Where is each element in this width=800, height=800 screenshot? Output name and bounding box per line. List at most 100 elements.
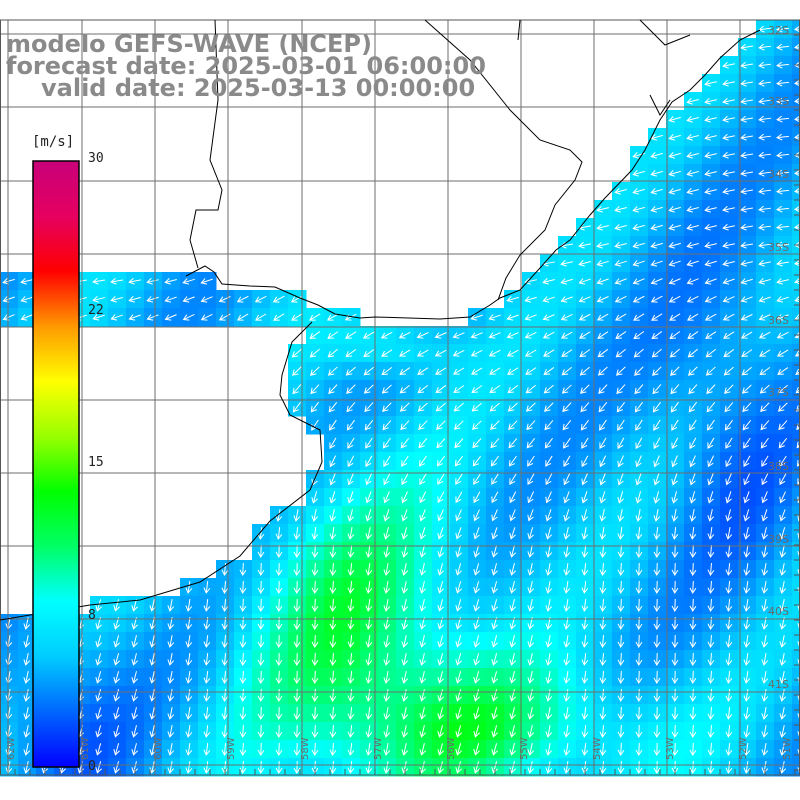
wind-arrow bbox=[652, 401, 661, 413]
wind-arrow bbox=[507, 367, 519, 375]
wind-arrow bbox=[113, 743, 120, 756]
wind-arrow bbox=[599, 706, 607, 720]
wind-arrow bbox=[725, 455, 733, 468]
wind-arrow bbox=[563, 598, 571, 612]
wind-arrow bbox=[634, 366, 644, 376]
wind-arrow bbox=[113, 761, 120, 774]
wind-arrow bbox=[508, 420, 518, 430]
wind-arrow bbox=[688, 384, 698, 395]
wind-arrow bbox=[275, 562, 283, 576]
wind-cell bbox=[792, 380, 800, 399]
lat-label: 40S bbox=[768, 605, 789, 618]
wind-arrow bbox=[581, 580, 589, 594]
wind-arrow bbox=[614, 187, 627, 195]
wind-arrow bbox=[435, 385, 447, 394]
lon-label: 57W bbox=[373, 737, 384, 760]
wind-arrow bbox=[707, 491, 714, 504]
wind-cell bbox=[792, 632, 800, 651]
wind-arrow bbox=[779, 581, 787, 594]
wind-arrow bbox=[689, 760, 697, 774]
wind-arrow bbox=[671, 419, 679, 431]
wind-arrow bbox=[776, 43, 790, 51]
wind-arrow bbox=[687, 331, 699, 340]
wind-arrow bbox=[455, 527, 462, 540]
wind-arrow bbox=[598, 402, 608, 413]
wind-arrow bbox=[131, 761, 139, 774]
wind-arrow bbox=[365, 670, 373, 684]
wind-arrow bbox=[635, 634, 643, 648]
wind-arrow bbox=[687, 348, 698, 358]
wind-arrow bbox=[776, 133, 790, 141]
wind-arrow bbox=[455, 707, 462, 720]
wind-arrow bbox=[671, 491, 678, 504]
wind-arrow bbox=[722, 115, 735, 123]
wind-arrow bbox=[651, 348, 662, 358]
wind-arrow bbox=[650, 224, 663, 231]
wind-arrow bbox=[113, 689, 120, 702]
wind-arrow bbox=[579, 331, 591, 339]
wind-arrow bbox=[383, 653, 391, 666]
wind-arrow bbox=[491, 581, 498, 594]
wind-arrow bbox=[722, 205, 735, 213]
wind-arrow bbox=[545, 509, 552, 522]
wind-arrow bbox=[723, 349, 735, 358]
wind-arrow bbox=[383, 599, 391, 612]
wind-arrow bbox=[452, 349, 465, 357]
wind-arrow bbox=[597, 348, 609, 358]
wind-arrow bbox=[689, 419, 697, 431]
wind-arrow bbox=[309, 366, 320, 376]
wind-arrow bbox=[741, 366, 752, 376]
model-title: modelo GEFS-WAVE (NCEP) bbox=[6, 30, 372, 58]
wind-arrow bbox=[471, 367, 483, 375]
wind-arrow bbox=[490, 455, 499, 467]
wind-arrow bbox=[779, 545, 787, 558]
wind-arrow bbox=[563, 688, 571, 702]
wind-arrow bbox=[578, 313, 591, 321]
wind-arrow bbox=[705, 366, 716, 376]
wind-arrow bbox=[113, 707, 120, 720]
wind-arrow bbox=[363, 349, 375, 357]
wind-arrow bbox=[329, 598, 337, 612]
wind-arrow bbox=[635, 544, 643, 558]
wind-arrow bbox=[707, 598, 715, 612]
wind-arrow bbox=[722, 79, 735, 87]
wind-arrow bbox=[454, 455, 464, 467]
wind-arrow bbox=[380, 331, 393, 339]
wind-arrow bbox=[617, 491, 624, 504]
wind-arrow bbox=[632, 242, 645, 249]
lon-label: 51W bbox=[782, 737, 793, 760]
wind-arrow bbox=[329, 419, 337, 431]
wind-arrow bbox=[686, 206, 699, 213]
wind-arrow bbox=[668, 278, 681, 285]
wind-arrow bbox=[776, 79, 790, 87]
wind-arrow bbox=[311, 670, 319, 684]
wind-arrow bbox=[455, 509, 462, 522]
wind-arrow bbox=[545, 581, 553, 594]
wind-arrow bbox=[758, 97, 772, 105]
wind-arrow bbox=[203, 598, 211, 612]
wind-arrow bbox=[759, 367, 771, 376]
wind-arrow bbox=[401, 707, 409, 720]
wind-arrow bbox=[707, 688, 715, 702]
wind-arrow bbox=[653, 670, 661, 684]
lat-lon-grid bbox=[0, 19, 800, 776]
wind-arrow bbox=[524, 296, 537, 303]
wind-arrow bbox=[704, 115, 717, 123]
wind-arrow bbox=[689, 562, 697, 576]
wind-arrow bbox=[743, 652, 751, 666]
wind-arrow bbox=[491, 473, 499, 485]
wind-arrow bbox=[635, 419, 643, 431]
wind-cell bbox=[792, 308, 800, 327]
wind-arrow bbox=[776, 349, 789, 357]
wind-arrow bbox=[437, 527, 444, 540]
wind-arrow bbox=[488, 314, 501, 321]
wind-arrow bbox=[689, 580, 697, 594]
wind-arrow bbox=[329, 706, 337, 720]
wind-arrow bbox=[399, 384, 410, 394]
wind-arrow bbox=[506, 349, 519, 357]
wind-arrow bbox=[419, 545, 427, 558]
wind-arrow bbox=[329, 562, 337, 576]
wind-arrow bbox=[722, 61, 735, 69]
wind-arrow bbox=[653, 509, 661, 522]
wind-arrow bbox=[146, 277, 159, 285]
